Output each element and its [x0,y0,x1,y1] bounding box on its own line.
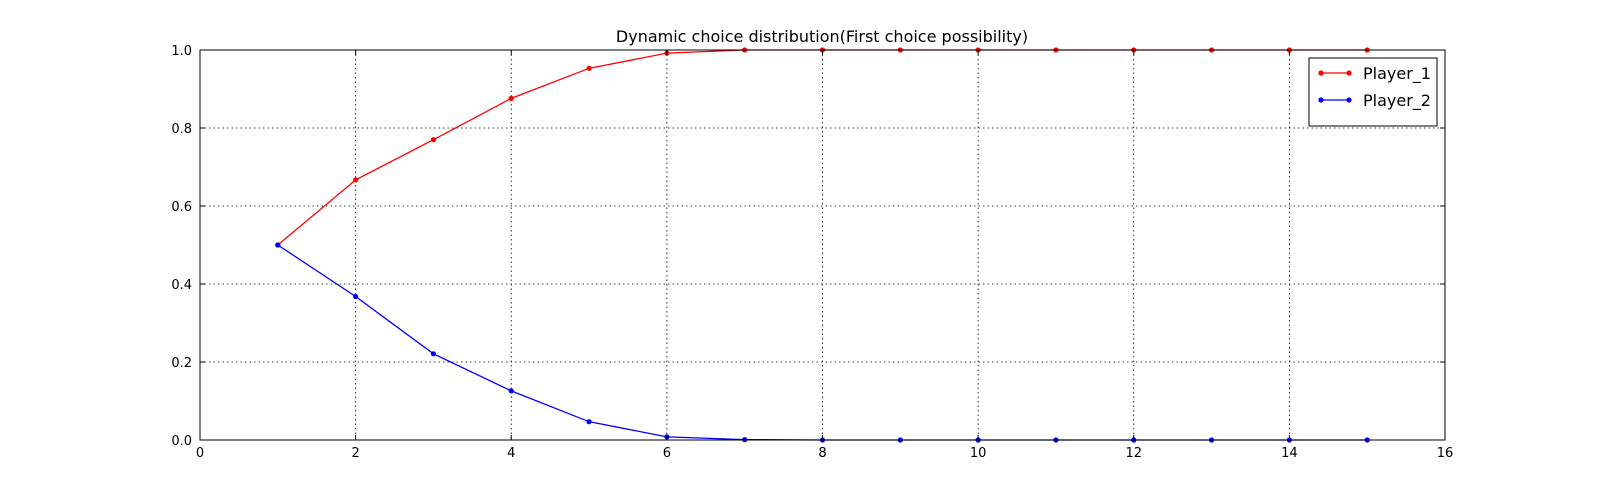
legend-marker [1346,70,1352,76]
data-point [586,419,592,425]
legend-label: Player_1 [1363,64,1431,84]
series-line [277,49,1368,246]
legend-box [1308,57,1438,127]
y-tick-label: 0.4 [171,278,192,293]
y-tick-label: 0.6 [171,200,192,215]
legend-label: Player_2 [1363,91,1431,111]
legend-marker [1318,70,1324,76]
x-tick-label: 12 [1125,446,1142,461]
data-point [353,177,359,183]
grid [200,50,1445,440]
legend-marker [1318,97,1324,103]
y-tick-label: 0.8 [171,122,192,137]
y-tick-label: 1.0 [171,44,192,59]
x-tick-label: 10 [970,446,987,461]
x-tick-label: 16 [1437,446,1454,461]
legend: Player_1 Player_2 [1308,57,1438,127]
x-tick-label: 2 [351,446,359,461]
data-point [508,388,514,394]
axis-ticks: 0 2 4 6 8 10 12 14 16 0.0 0.2 0.4 0.6 0.8 1.0 [171,44,1453,461]
y-tick-label: 0.0 [171,434,192,449]
y-tick-label: 0.2 [171,356,192,371]
x-tick-label: 0 [196,446,204,461]
data-point [430,351,437,357]
x-tick-label: 6 [663,446,671,461]
data-point [353,293,359,300]
data-point [586,65,592,71]
x-tick-label: 14 [1281,446,1298,461]
legend-item: Player_1 [1318,64,1431,84]
x-tick-label: 8 [818,446,826,461]
data-point [275,242,281,248]
legend-marker [1346,97,1352,103]
x-tick-label: 4 [507,446,515,461]
chart-title: Dynamic choice distribution(First choice… [616,27,1028,46]
data-point [430,137,437,143]
data-point [508,95,514,101]
legend-item: Player_2 [1318,91,1431,111]
